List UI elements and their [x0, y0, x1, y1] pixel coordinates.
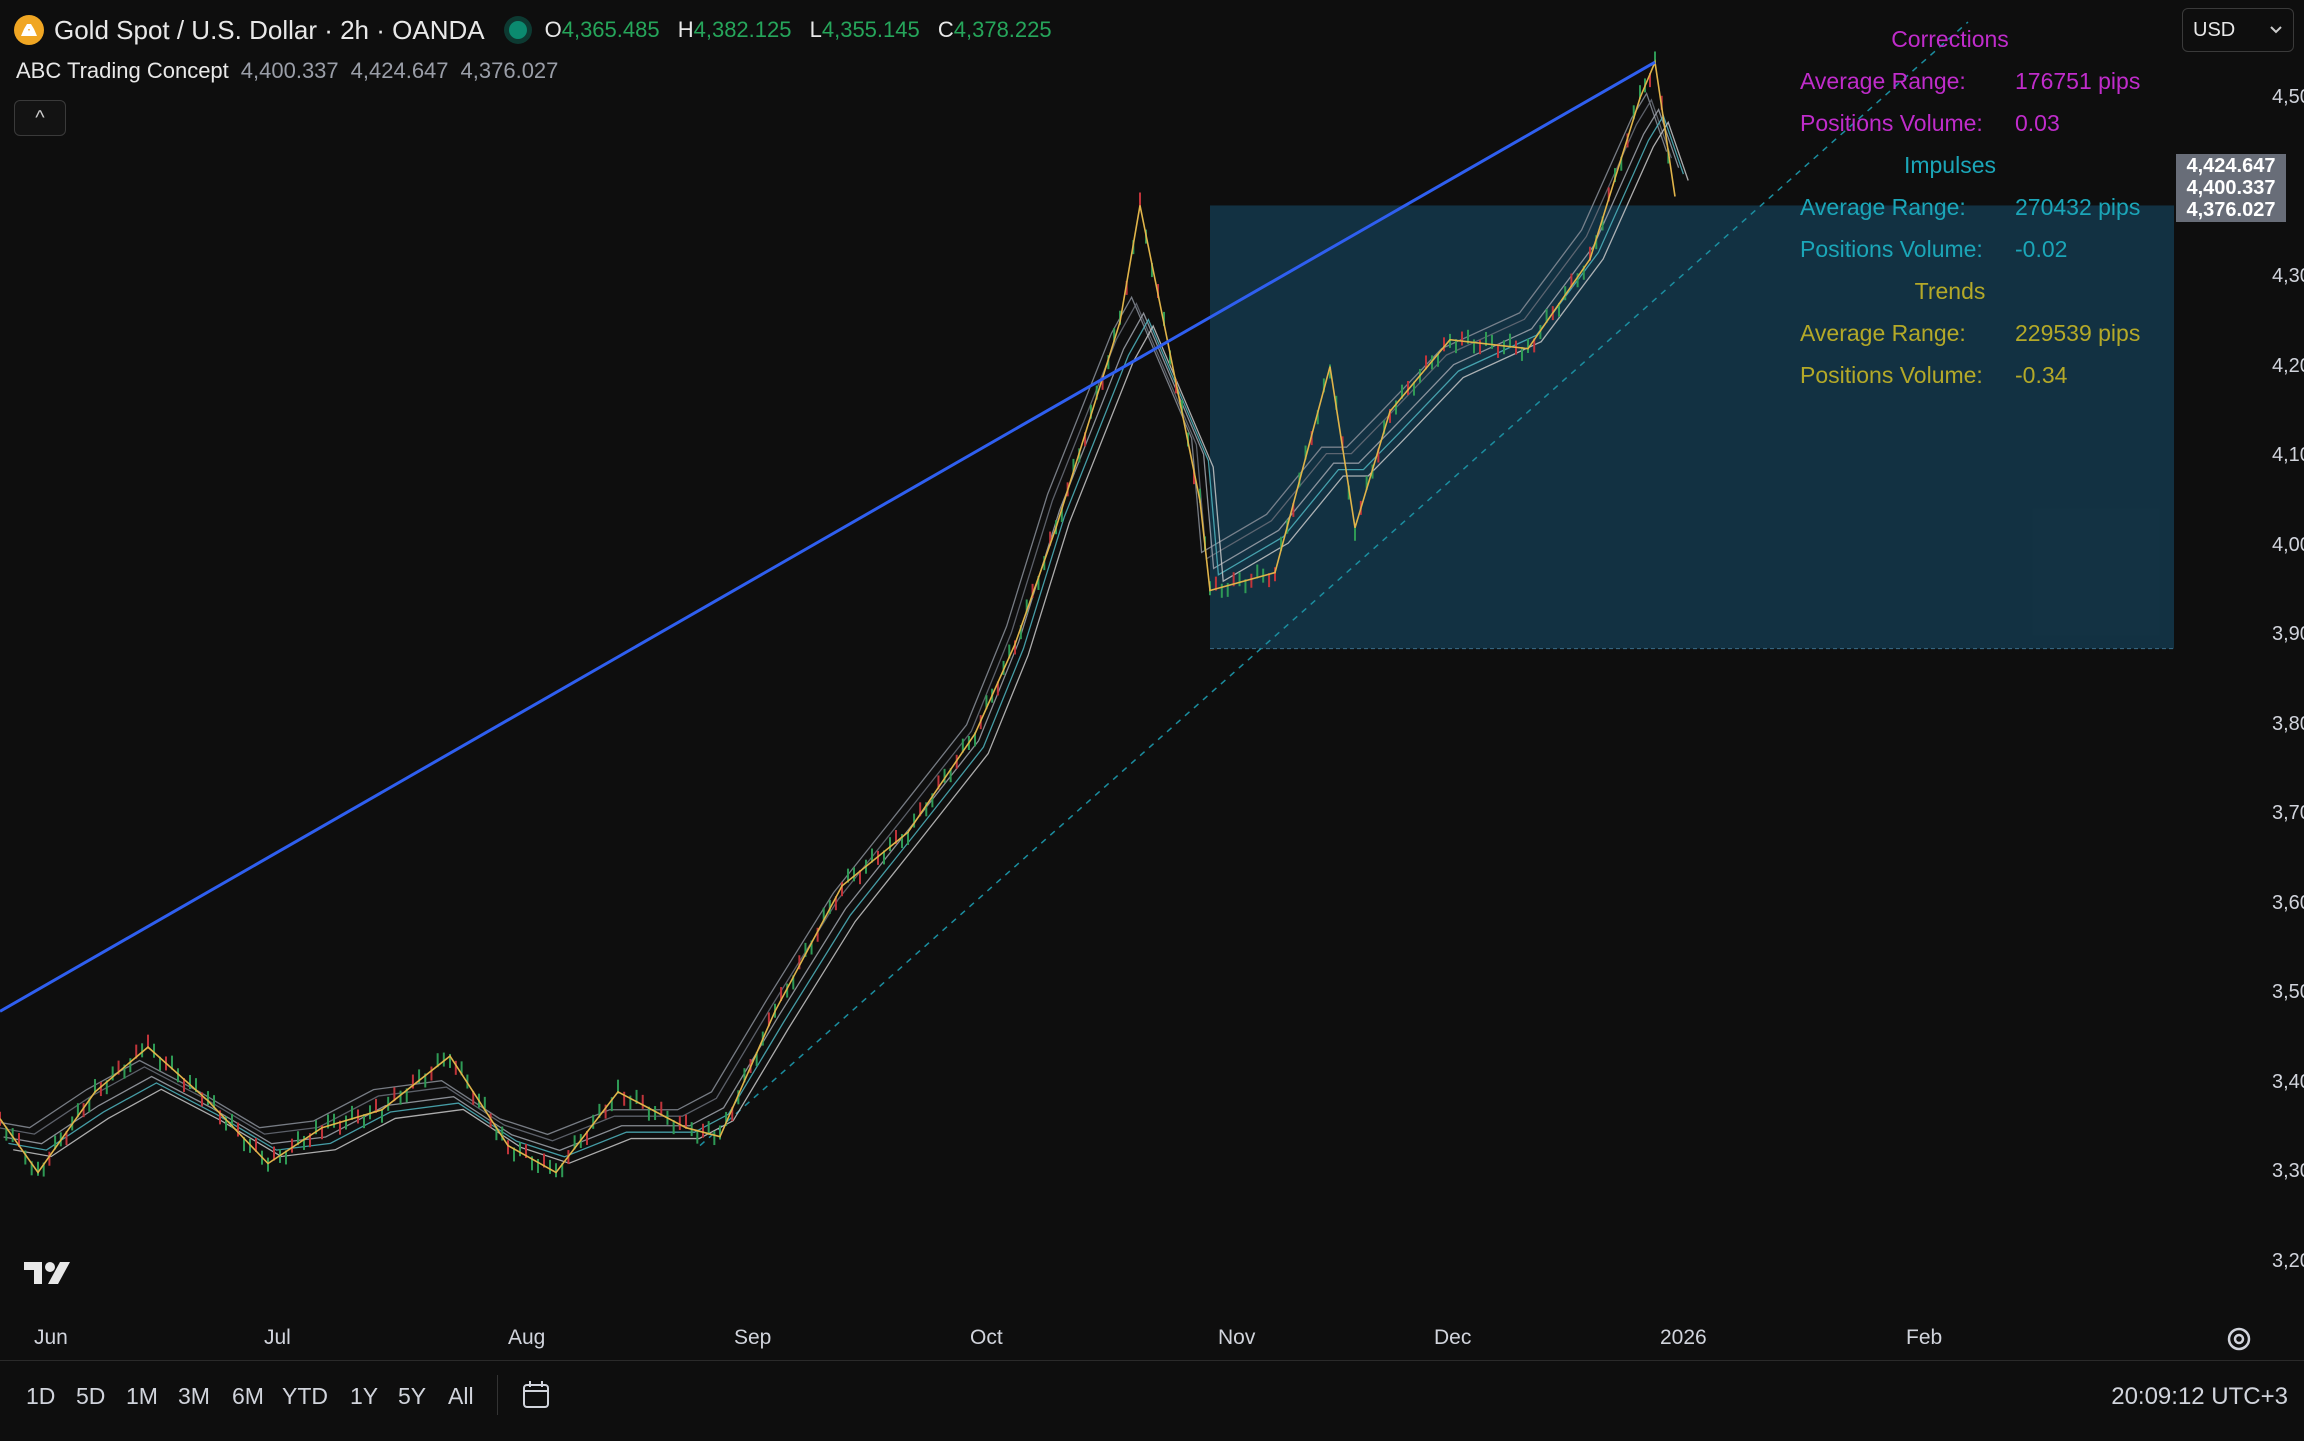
price-axis-label: 3,600.000 [2272, 891, 2304, 914]
divider [497, 1375, 498, 1415]
price-axis-label: 3,900.000 [2272, 623, 2304, 646]
close-label: C [937, 17, 954, 42]
currency-select[interactable]: USD [2182, 8, 2294, 52]
price-tag: 4,376.027 [2176, 198, 2286, 222]
range-button-ytd[interactable]: YTD [282, 1383, 328, 1409]
time-axis-label: Feb [1906, 1326, 1943, 1349]
moving-average-line [0, 98, 1673, 1142]
range-button-all[interactable]: All [448, 1383, 474, 1409]
time-axis-label: Jul [264, 1326, 291, 1349]
range-button-1d[interactable]: 1D [26, 1383, 56, 1409]
positions-volume-value: 0.03 [2015, 110, 2060, 136]
resistance-trend-line[interactable] [0, 60, 1656, 1013]
average-range-value: 176751 pips [2015, 68, 2141, 94]
time-axis-label: Nov [1218, 1326, 1256, 1349]
stats-section-title: Trends [1914, 278, 1986, 304]
collapse-legend-button[interactable]: ^ [14, 100, 66, 136]
range-button-1m[interactable]: 1M [126, 1383, 158, 1409]
range-button-3m[interactable]: 3M [178, 1383, 210, 1409]
stats-section-title: Corrections [1891, 26, 2009, 52]
time-axis-label: Jun [34, 1326, 68, 1349]
market-status-icon [508, 21, 527, 39]
time-axis-label: Sep [734, 1326, 772, 1349]
indicator-value-1: 4,400.337 [240, 58, 339, 83]
high-label: H [677, 17, 694, 42]
close-value: 4,378.225 [953, 17, 1052, 42]
positions-volume-value: -0.02 [2015, 236, 2068, 262]
positions-volume-label: Positions Volume: [1800, 236, 1983, 262]
price-axis-label: 4,000.000 [2272, 533, 2304, 556]
open-value: 4,365.485 [561, 17, 660, 42]
clock[interactable]: 20:09:12 UTC+3 [2111, 1383, 2288, 1410]
price-tag: 4,424.647 [2176, 154, 2286, 178]
ohlc-values: O4,365.485 H4,382.125 L4,355.145 C4,378.… [545, 17, 1064, 43]
positions-volume-value: -0.34 [2015, 362, 2068, 388]
zigzag-line [0, 59, 1676, 1174]
symbol-title[interactable]: Gold Spot / U.S. Dollar · 2h · OANDA [54, 14, 485, 45]
range-button-5d[interactable]: 5D [76, 1383, 106, 1409]
gear-icon[interactable] [2224, 1324, 2254, 1354]
average-range-label: Average Range: [1800, 68, 1966, 94]
price-axis-label: 4,200.000 [2272, 354, 2304, 377]
time-axis-label: 2026 [1660, 1326, 1707, 1349]
price-tag: 4,400.337 [2176, 176, 2286, 200]
open-label: O [544, 17, 562, 42]
stats-section-title: Impulses [1903, 152, 1997, 178]
symbol-header: Gold Spot / U.S. Dollar · 2h · OANDA O4,… [14, 12, 1064, 48]
bottom-toolbar: 1D 5D 1M 3M 6M YTD 1Y 5Y All 20:09:12 UTC+3 [0, 1360, 2304, 1441]
indicator-value-2: 4,424.647 [350, 58, 449, 83]
time-axis-label: Oct [970, 1326, 1003, 1349]
indicator-name[interactable]: ABC Trading Concept [16, 58, 229, 83]
time-axis-label: Aug [508, 1326, 546, 1349]
tradingview-logo[interactable] [22, 1258, 92, 1296]
range-rectangle[interactable] [1210, 205, 2174, 649]
average-range-value: 270432 pips [2015, 194, 2141, 220]
gold-logo-icon [14, 15, 44, 45]
indicator-value-3: 4,376.027 [460, 58, 559, 83]
average-range-label: Average Range: [1800, 320, 1966, 346]
price-axis-label: 4,500.000 [2272, 86, 2304, 108]
moving-average-line [13, 120, 1689, 1164]
chevron-up-icon: ^ [35, 106, 45, 129]
positions-volume-label: Positions Volume: [1800, 362, 1983, 388]
range-button-1y[interactable]: 1Y [350, 1383, 379, 1409]
low-label: L [809, 17, 822, 42]
calendar-icon[interactable] [520, 1379, 554, 1413]
indicator-legend[interactable]: ABC Trading Concept 4,400.337 4,424.647 … [16, 58, 558, 84]
price-axis-label: 3,800.000 [2272, 712, 2304, 735]
range-button-5y[interactable]: 5Y [398, 1383, 427, 1409]
range-button-6m[interactable]: 6M [232, 1383, 264, 1409]
price-axis-label: 3,300.000 [2272, 1160, 2304, 1183]
time-axis-label: Dec [1434, 1326, 1472, 1349]
price-axis-label: 3,200.000 [2272, 1250, 2304, 1272]
average-range-value: 229539 pips [2015, 320, 2141, 346]
price-axis-label: 4,300.000 [2272, 265, 2304, 288]
average-range-label: Average Range: [1800, 194, 1966, 220]
moving-average-line [0, 91, 1668, 1136]
price-axis-label: 3,500.000 [2272, 981, 2304, 1004]
high-value: 4,382.125 [693, 17, 792, 42]
price-axis-label: 3,400.000 [2272, 1070, 2304, 1093]
chevron-down-icon [2270, 26, 2282, 34]
currency-value: USD [2193, 18, 2236, 41]
price-axis-label: 4,100.000 [2272, 444, 2304, 467]
price-axis-label: 3,700.000 [2272, 802, 2304, 825]
low-value: 4,355.145 [821, 17, 920, 42]
positions-volume-label: Positions Volume: [1800, 110, 1983, 136]
